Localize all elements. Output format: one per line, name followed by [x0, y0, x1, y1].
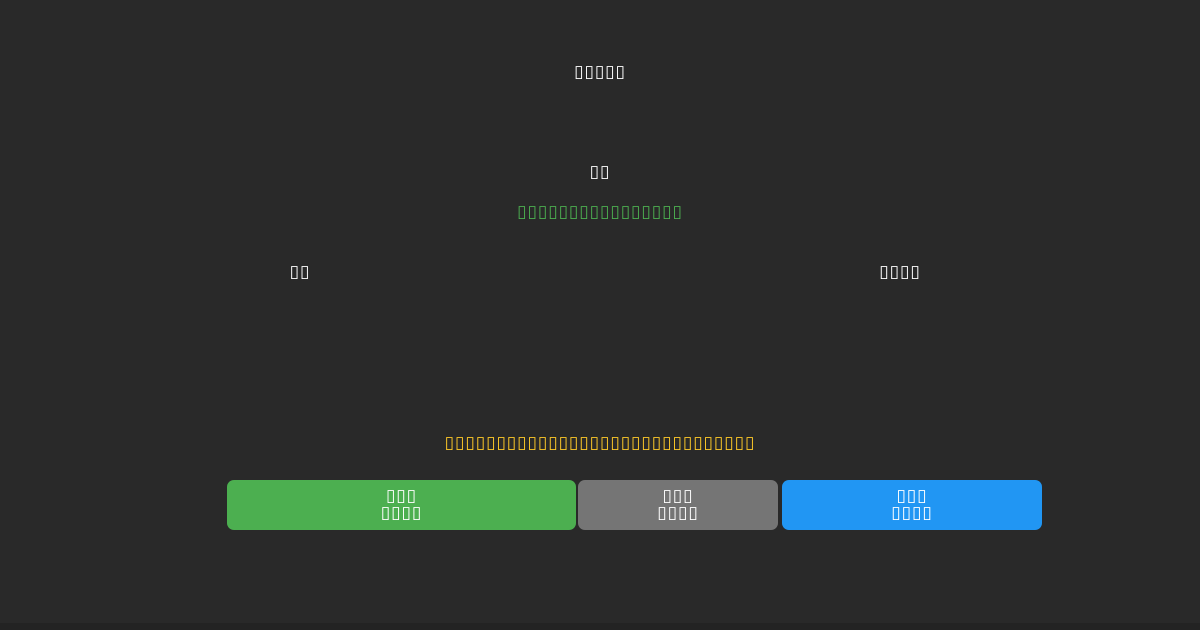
right-section-label: ▯▯▯▯ — [879, 262, 921, 282]
green-action-button-label-line1: ▯▯▯ — [385, 486, 418, 506]
gray-action-button-label-line2: ▯▯▯▯ — [657, 503, 699, 523]
gray-action-button-label-line1: ▯▯▯ — [662, 486, 694, 506]
status-label: ▯▯ — [589, 162, 611, 182]
warning-message: ▯▯▯▯▯▯▯▯▯▯▯▯▯▯▯▯▯▯▯▯▯▯▯▯▯▯▯▯▯▯ — [444, 433, 756, 453]
green-action-button[interactable]: ▯▯▯ ▯▯▯▯ — [227, 480, 576, 530]
green-action-button-label-line2: ▯▯▯▯ — [380, 503, 423, 523]
status-detail-text: ▯▯▯▯▯▯▯▯▯▯▯▯▯▯▯▯ — [517, 202, 683, 222]
blue-action-button-label-line1: ▯▯▯ — [896, 486, 928, 506]
bottom-edge-bar — [0, 623, 1200, 630]
blue-action-button[interactable]: ▯▯▯ ▯▯▯▯ — [782, 480, 1042, 530]
left-section-label: ▯▯ — [289, 262, 311, 282]
blue-action-button-label-line2: ▯▯▯▯ — [891, 503, 933, 523]
page-title: ▯▯▯▯▯ — [574, 62, 626, 82]
gray-action-button[interactable]: ▯▯▯ ▯▯▯▯ — [578, 480, 778, 530]
